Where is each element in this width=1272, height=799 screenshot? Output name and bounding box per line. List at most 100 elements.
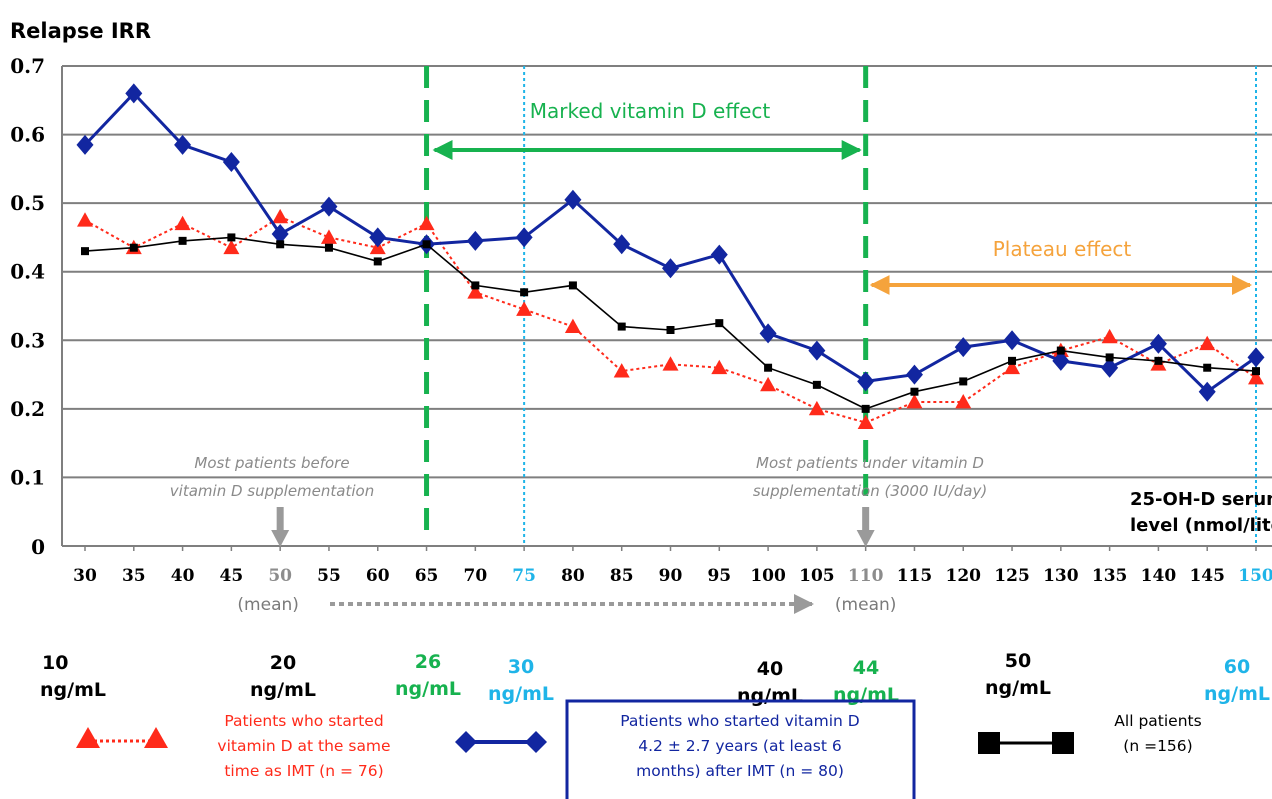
point-triangle-90 <box>662 356 679 371</box>
x-tick-label-75: 75 <box>512 566 536 586</box>
x-tick-label-60: 60 <box>366 566 390 586</box>
y-tick-label-0: 0 <box>31 535 45 559</box>
ng-unit-30: ng/mL <box>488 683 554 705</box>
legend: Patients who started vitamin D at the sam… <box>76 699 1202 799</box>
x-tick-label-100: 100 <box>750 566 786 586</box>
point-triangle-80 <box>564 318 581 333</box>
legend-blue-text-3: months) after IMT (n = 80) <box>636 762 844 780</box>
legend-red-triangle-right <box>144 727 168 748</box>
ng-ml-labels: 10 ng/mL 20 ng/mL 26 ng/mL 30 ng/mL 40 ng/mL 44 ng/… <box>40 650 1270 707</box>
point-square-50 <box>276 240 285 249</box>
point-diamond-75 <box>515 227 533 248</box>
marked-effect-label: Marked vitamin D effect <box>530 99 771 123</box>
point-triangle-30 <box>77 212 93 227</box>
point-diamond-60 <box>369 227 387 248</box>
x-tick-label-125: 125 <box>994 566 1030 586</box>
ng-value-10: 10 <box>42 652 68 674</box>
legend-blue-diamond-right <box>525 731 547 753</box>
y-tick-label-0.2: 0.2 <box>10 397 45 421</box>
y-tick-label-0.6: 0.6 <box>10 123 45 147</box>
point-square-70 <box>471 281 480 290</box>
x-tick-label-65: 65 <box>415 566 439 586</box>
point-square-40 <box>178 236 187 245</box>
ng-value-60: 60 <box>1224 656 1250 678</box>
series-layer <box>76 83 1265 429</box>
x-tick-label-135: 135 <box>1092 566 1128 586</box>
gray-down-arrow-shaft-110 <box>862 507 870 531</box>
point-triangle-135 <box>1101 328 1118 344</box>
point-square-55 <box>324 243 333 252</box>
x-tick-label-120: 120 <box>946 566 982 586</box>
point-triangle-95 <box>711 359 728 375</box>
point-diamond-105 <box>808 340 826 361</box>
mean-label-right: (mean) <box>835 595 896 615</box>
point-triangle-85 <box>613 363 630 378</box>
plateau-effect-label: Plateau effect <box>993 237 1132 261</box>
point-diamond-30 <box>76 134 94 155</box>
point-triangle-125 <box>1004 359 1021 375</box>
ng-value-20: 20 <box>270 652 296 674</box>
point-triangle-55 <box>320 229 337 244</box>
point-square-35 <box>129 243 138 252</box>
ng-value-40: 40 <box>757 658 783 680</box>
point-diamond-145 <box>1198 381 1216 402</box>
point-diamond-45 <box>222 152 240 172</box>
ng-unit-20: ng/mL <box>250 679 316 701</box>
point-triangle-120 <box>955 394 972 409</box>
x-tick-label-55: 55 <box>317 566 341 586</box>
under-note-line1: Most patients under vitamin D <box>756 454 984 472</box>
point-square-130 <box>1056 346 1065 355</box>
legend-blue-box <box>565 699 916 799</box>
series-square <box>81 233 1260 413</box>
x-tick-label-40: 40 <box>171 566 195 586</box>
point-diamond-90 <box>662 258 679 279</box>
x-tick-label-150: 150 <box>1238 566 1272 586</box>
gray-down-arrow-shaft-50 <box>276 507 284 531</box>
x-axis-label-line1: 25-OH-D serum <box>1130 489 1272 510</box>
point-diamond-40 <box>174 134 192 155</box>
axes: Relapse IRR 0 0.1 0.2 0.3 0.4 0.5 0.6 0.7 30 35 40 4… <box>10 19 1272 586</box>
point-diamond-35 <box>125 83 143 104</box>
x-tick-label-85: 85 <box>610 566 634 586</box>
ng-unit-10: ng/mL <box>40 679 106 701</box>
x-tick-label-90: 90 <box>659 566 683 586</box>
point-diamond-135 <box>1101 357 1119 378</box>
point-square-95 <box>715 319 724 328</box>
point-square-100 <box>764 363 773 372</box>
ng-unit-60: ng/mL <box>1204 683 1270 705</box>
legend-black-square-right <box>1052 732 1074 754</box>
x-tick-label-110: 110 <box>848 566 884 586</box>
x-tick-label-30: 30 <box>73 566 97 586</box>
point-diamond-110 <box>857 371 875 392</box>
point-triangle-45 <box>223 239 240 255</box>
x-tick-label-70: 70 <box>463 566 487 586</box>
y-tick-label-0.5: 0.5 <box>10 191 45 215</box>
grid-layer <box>62 65 1272 479</box>
point-square-75 <box>520 288 529 297</box>
legend-blue-diamond-left <box>455 731 477 753</box>
point-diamond-85 <box>613 234 631 255</box>
point-square-125 <box>1008 356 1017 365</box>
point-square-45 <box>227 233 236 242</box>
point-diamond-140 <box>1149 333 1167 354</box>
ng-unit-44: ng/mL <box>833 684 899 706</box>
series-triangle <box>77 208 1264 429</box>
point-square-115 <box>910 387 919 396</box>
x-tick-label-140: 140 <box>1141 566 1177 586</box>
point-square-110 <box>861 404 870 413</box>
point-diamond-100 <box>759 323 777 344</box>
point-triangle-150 <box>1248 370 1264 385</box>
point-diamond-50 <box>271 224 289 244</box>
ng-unit-26: ng/mL <box>395 678 461 700</box>
under-note-line2: supplementation (3000 IU/day) <box>753 482 987 500</box>
point-square-105 <box>812 380 821 389</box>
annotations: Marked vitamin D effect Plateau effect Mos… <box>170 99 1272 615</box>
point-diamond-80 <box>564 189 582 210</box>
point-triangle-100 <box>760 376 777 392</box>
legend-blue-text-1: Patients who started vitamin D <box>620 712 859 730</box>
point-diamond-70 <box>466 230 484 251</box>
y-tick-label-0.4: 0.4 <box>10 260 45 284</box>
y-tick-label-0.1: 0.1 <box>10 465 45 489</box>
x-tick-label-95: 95 <box>707 566 731 586</box>
